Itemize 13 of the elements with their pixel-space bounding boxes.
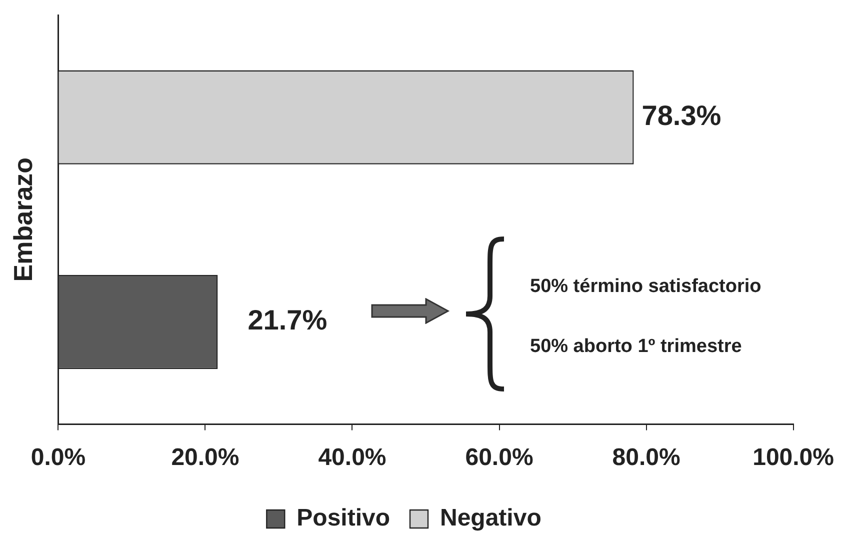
x-tick-label: 40.0% [318, 444, 386, 472]
legend-label: Negativo [440, 504, 542, 532]
annotation: 50% término satisfactorio [530, 276, 762, 298]
x-tick-label: 60.0% [465, 444, 534, 472]
x-tick-label: 0.0% [30, 444, 86, 472]
x-tick-label: 20.0% [171, 444, 240, 472]
y-axis-title: Embarazo [8, 157, 38, 282]
legend-label: Positivo [296, 504, 390, 532]
annotation: 50% aborto 1º trimestre [530, 336, 742, 358]
data-label: 78.3% [642, 100, 722, 132]
x-tick-label: 100.0% [752, 444, 834, 472]
x-tick-label: 80.0% [612, 444, 680, 472]
data-label: 21.7% [248, 304, 328, 336]
